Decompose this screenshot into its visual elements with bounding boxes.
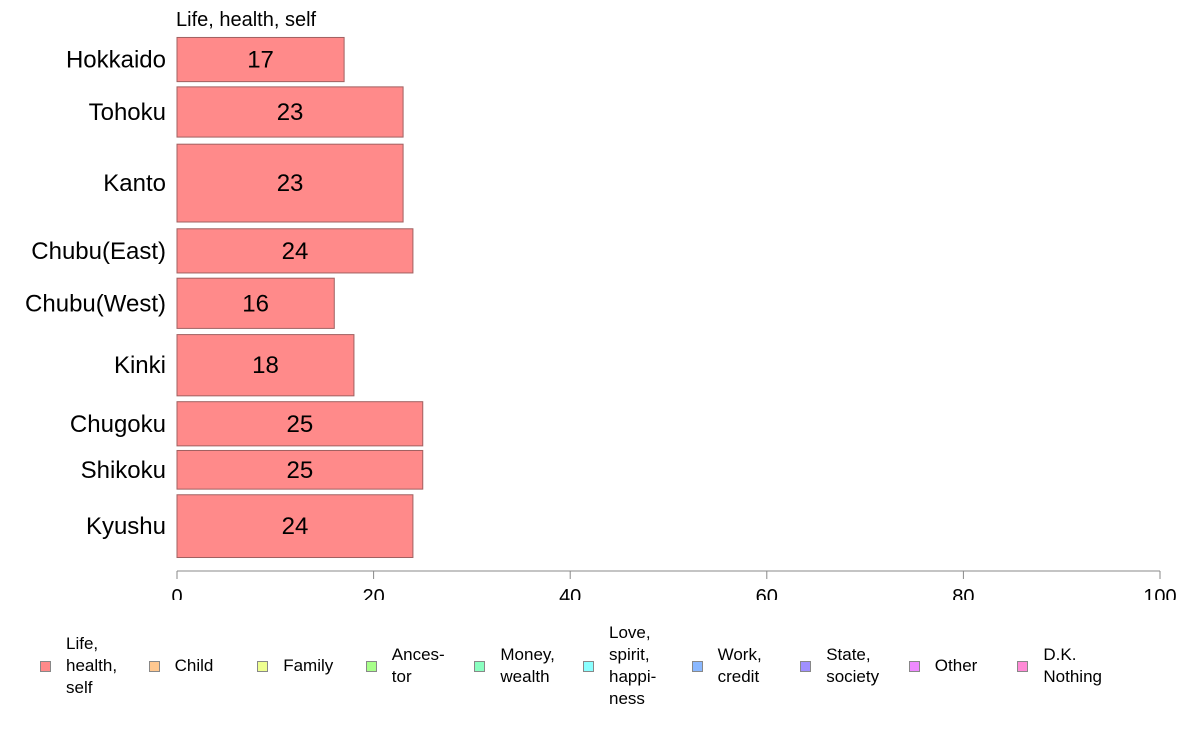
legend-swatch [365, 660, 377, 672]
legend-swatch [148, 660, 160, 672]
x-tick-label: 20 [362, 586, 384, 600]
legend-label: Money, wealth [500, 645, 555, 686]
category-label: Kinki [114, 352, 166, 379]
category-label: Kyushu [86, 513, 166, 540]
legend-item: Ances- tor [365, 618, 445, 714]
legend-item: Other [908, 618, 978, 714]
legend-label: State, society [826, 645, 880, 686]
legend: Life, health, self Child Family Ances- tor M… [40, 618, 1180, 714]
legend-swatch [583, 660, 594, 672]
legend-swatch [257, 660, 269, 672]
legend-label: Love, spirit, happi- ness [609, 623, 657, 708]
chart-title: Life, health, self [176, 9, 317, 31]
bar-value-label: 23 [277, 170, 304, 197]
legend-item: Money, wealth [474, 618, 555, 714]
legend-swatch [40, 660, 51, 672]
category-label: Chugoku [70, 411, 166, 438]
bar [176, 36, 345, 83]
legend-label: Child [174, 656, 214, 675]
category-label: Kanto [103, 170, 166, 197]
category-label: Shikoku [81, 457, 166, 484]
legend-item: Work, credit [691, 618, 762, 714]
bar [176, 494, 414, 559]
bar [176, 449, 424, 490]
x-tick-label: 80 [952, 586, 974, 600]
legend-swatch [691, 660, 703, 672]
bar-chart: Life, health, self 17 Hokkaido 23 Tohoku 23 K… [25, 9, 1177, 600]
legend-label: Family [283, 656, 334, 675]
bar-value-label: 23 [277, 99, 304, 126]
legend-label: Work, credit [717, 645, 762, 686]
bar-value-label: 25 [287, 457, 314, 484]
x-axis: 0 20 40 60 80 100 [171, 570, 1177, 600]
category-label: Tohoku [89, 99, 166, 126]
category-label: Hokkaido [66, 47, 166, 74]
legend-label: Ances- tor [391, 645, 445, 686]
bar-value-label: 16 [242, 290, 269, 317]
bar [176, 401, 424, 447]
x-tick-label: 40 [559, 586, 581, 600]
legend-item: Love, spirit, happi- ness [583, 618, 656, 714]
bar-value-label: 18 [252, 352, 279, 379]
x-tick-label: 100 [1143, 586, 1176, 600]
legend-swatch [908, 660, 920, 672]
bar-value-label: 24 [282, 513, 309, 540]
bar-value-label: 24 [282, 238, 309, 265]
bar-value-label: 17 [247, 47, 274, 74]
bars-layer: 17 Hokkaido 23 Tohoku 23 Kanto 24 Chubu(East) 16… [25, 36, 424, 559]
bar [176, 228, 414, 274]
category-label: Chubu(West) [25, 290, 166, 317]
x-tick-label: 60 [756, 586, 778, 600]
x-tick-label: 0 [171, 586, 182, 600]
legend-item: D.K. Nothing [1017, 618, 1102, 714]
bar [176, 334, 355, 397]
bar [176, 277, 335, 329]
legend-label: Life, health, self [66, 634, 118, 697]
legend-item: Child [148, 618, 214, 714]
bar [176, 143, 404, 223]
legend-label: D.K. Nothing [1043, 645, 1102, 686]
category-label: Chubu(East) [31, 238, 166, 265]
bar [176, 86, 404, 138]
legend-item: Family [257, 618, 333, 714]
legend-item: Life, health, self [40, 618, 117, 714]
legend-swatch [474, 660, 486, 672]
bar-value-label: 25 [287, 411, 314, 438]
legend-swatch [800, 660, 812, 672]
legend-item: State, society [800, 618, 879, 714]
legend-swatch [1017, 660, 1029, 672]
legend-label: Other [934, 656, 978, 675]
